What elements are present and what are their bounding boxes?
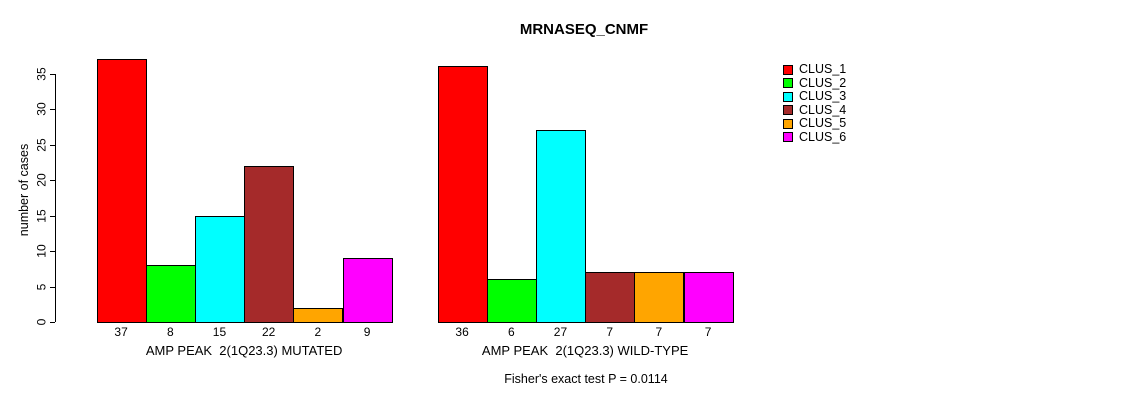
legend-item: CLUS_1 (783, 63, 846, 77)
bar-value-label: 27 (553, 325, 568, 339)
x-axis-group-label: AMP PEAK 2(1Q23.3) WILD-TYPE (481, 343, 689, 358)
y-axis-title: number of cases (17, 143, 31, 237)
x-axis-group-label: AMP PEAK 2(1Q23.3) MUTATED (145, 343, 343, 358)
chart-title: MRNASEQ_CNMF (519, 21, 649, 38)
bar-value-label: 36 (455, 325, 469, 339)
legend-item: CLUS_4 (783, 102, 847, 118)
y-axis-tick-label: 10 (34, 244, 49, 258)
bar-clus_1 (437, 66, 488, 323)
bar-value-label: 37 (114, 325, 128, 339)
y-axis-tick-label: 30 (34, 102, 49, 116)
legend-swatch-clus_6 (783, 132, 793, 143)
bar-clus_4 (585, 272, 636, 323)
y-axis-tick (50, 144, 55, 146)
bar-clus_6 (342, 258, 393, 323)
y-axis-tick-label: 5 (34, 283, 49, 290)
legend-label: CLUS_6 (799, 129, 847, 144)
bar-clus_2 (145, 265, 196, 323)
y-axis-tick-label: 20 (34, 173, 49, 187)
bar-value-label: 6 (507, 325, 515, 339)
legend-label: CLUS_5 (799, 116, 847, 131)
y-axis-tick-label: 15 (34, 208, 49, 223)
legend-swatch-clus_2 (783, 78, 793, 89)
bar-clus_1 (96, 59, 147, 323)
legend-swatch-clus_1 (783, 64, 793, 75)
legend-swatch-clus_5 (783, 118, 793, 129)
y-axis-tick (50, 215, 55, 217)
annotation-text: Fisher's exact test P = 0.0114 (504, 372, 668, 386)
bar-clus_6 (683, 272, 734, 323)
bar-clus_4 (244, 165, 295, 323)
y-axis-line (55, 73, 56, 322)
bar-clus_5 (293, 307, 344, 323)
legend-item: CLUS_6 (783, 129, 847, 145)
y-axis-tick-label: 25 (34, 137, 49, 152)
legend-item: CLUS_5 (783, 117, 846, 131)
bar-value-label: 22 (262, 325, 276, 339)
bar-clus_5 (634, 272, 685, 323)
y-axis-tick (50, 180, 55, 181)
y-axis-tick-label: 35 (34, 66, 49, 81)
bar-clus_2 (486, 279, 537, 323)
legend-swatch-clus_4 (783, 105, 793, 116)
y-axis-tick (50, 286, 55, 288)
bar-value-label: 7 (704, 325, 712, 339)
legend-label: CLUS_2 (799, 75, 847, 90)
y-axis-tick-label: 0 (34, 318, 49, 326)
bar-clus_3 (535, 130, 587, 323)
y-axis-tick (50, 251, 55, 252)
legend-label: CLUS_3 (799, 89, 847, 104)
bar-value-label: 9 (363, 325, 371, 339)
bar-value-label: 8 (166, 325, 174, 339)
bar-value-label: 15 (212, 325, 227, 339)
legend: CLUS_1 CLUS_2 CLUS_3 CLUS_4 CLUS_5 CLUS_6 (783, 63, 846, 144)
y-axis-tick (50, 322, 55, 323)
y-axis-tick (50, 73, 55, 75)
legend-item: CLUS_2 (783, 75, 847, 91)
legend-item: CLUS_3 (783, 90, 846, 104)
bar-value-label: 2 (314, 325, 322, 339)
y-axis-tick (50, 109, 55, 110)
bar-value-label: 7 (655, 325, 663, 339)
bar-value-label: 7 (606, 325, 614, 339)
legend-label: CLUS_1 (799, 62, 847, 77)
bar-clus_3 (194, 215, 246, 323)
legend-swatch-clus_3 (783, 91, 793, 102)
legend-label: CLUS_4 (799, 102, 847, 117)
